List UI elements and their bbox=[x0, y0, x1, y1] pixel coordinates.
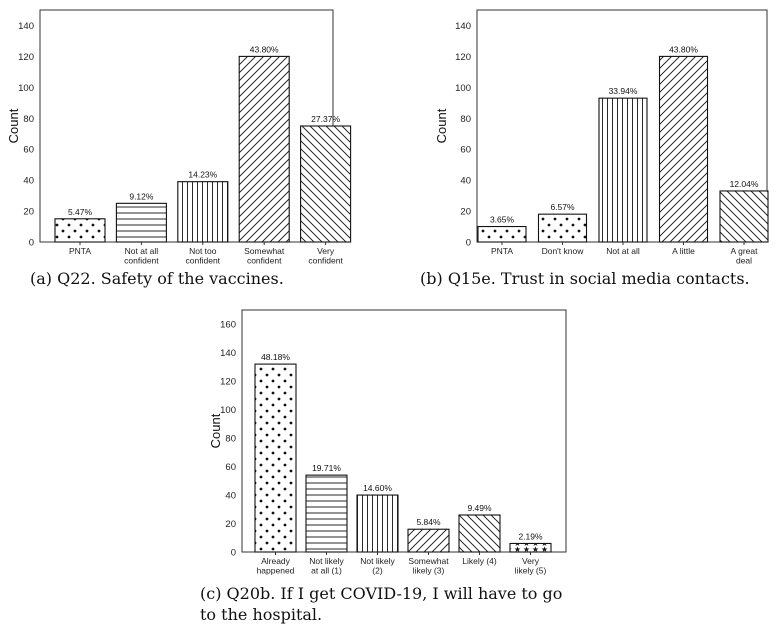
bar bbox=[115, 202, 167, 243]
y-tick-label: 100 bbox=[18, 83, 34, 94]
x-tick-label: confident bbox=[308, 256, 343, 266]
x-tick-label: Likely (4) bbox=[462, 556, 497, 566]
bar bbox=[458, 514, 501, 553]
bar-value-label: 9.49% bbox=[467, 503, 492, 513]
y-tick-label: 140 bbox=[18, 21, 34, 32]
x-tick-label: Very bbox=[317, 246, 335, 256]
x-tick-label: Somewhat bbox=[408, 556, 449, 566]
y-axis-label: Count bbox=[434, 108, 449, 143]
x-tick-label: Not likely bbox=[360, 556, 395, 566]
x-tick-label: Not likely bbox=[309, 556, 344, 566]
x-tick-label: Very bbox=[522, 556, 540, 566]
bar-value-label: 48.18% bbox=[261, 352, 290, 362]
x-tick-label: PNTA bbox=[69, 246, 91, 256]
x-tick-label: Not at all bbox=[606, 246, 640, 256]
x-tick-label: confident bbox=[124, 256, 159, 266]
chart-a: ★020406080100120140Count5.47%PNTA9.12%No… bbox=[6, 9, 352, 266]
bar-value-label: 5.84% bbox=[416, 517, 441, 527]
bar bbox=[537, 213, 588, 243]
x-tick-label: Somewhat bbox=[244, 246, 285, 256]
y-tick-label: 80 bbox=[460, 114, 471, 125]
y-tick-label: 140 bbox=[455, 21, 471, 32]
bar-value-label: 6.57% bbox=[550, 202, 575, 212]
bar-value-label: 19.71% bbox=[312, 463, 341, 473]
y-tick-label: 20 bbox=[23, 207, 34, 218]
y-tick-label: 60 bbox=[23, 145, 34, 156]
y-tick-label: 20 bbox=[460, 207, 471, 218]
bar-value-label: 27.37% bbox=[311, 114, 340, 124]
x-tick-label: Not at all bbox=[125, 246, 159, 256]
bar-value-label: 5.47% bbox=[68, 207, 93, 217]
x-tick-label: PNTA bbox=[491, 246, 513, 256]
bar bbox=[254, 363, 297, 553]
bar-value-label: 2.19% bbox=[518, 531, 543, 541]
y-axis-label: Count bbox=[208, 413, 223, 448]
y-tick-label: 40 bbox=[23, 176, 34, 187]
y-tick-label: 100 bbox=[455, 83, 471, 94]
y-tick-label: 100 bbox=[220, 405, 236, 416]
y-tick-label: 80 bbox=[225, 434, 236, 445]
bar bbox=[598, 97, 648, 243]
x-tick-label: A great bbox=[731, 246, 759, 256]
y-tick-label: 20 bbox=[225, 519, 236, 530]
bar-value-label: 43.80% bbox=[250, 44, 279, 54]
x-tick-label: Don't know bbox=[542, 246, 585, 256]
y-tick-label: 40 bbox=[460, 176, 471, 187]
y-tick-label: 80 bbox=[23, 114, 34, 125]
caption-b: (b) Q15e. Trust in social media contacts… bbox=[420, 269, 750, 288]
x-tick-label: confident bbox=[186, 256, 221, 266]
x-tick-label: happened bbox=[257, 566, 295, 576]
x-tick-label: Not too bbox=[189, 246, 217, 256]
chart-c: ★020406080100120140160Count48.18%Already… bbox=[208, 309, 567, 576]
y-tick-label: 120 bbox=[220, 377, 236, 388]
bar bbox=[305, 474, 348, 553]
y-tick-label: 120 bbox=[455, 52, 471, 63]
bar bbox=[407, 528, 450, 553]
bar-value-label: 33.94% bbox=[609, 86, 638, 96]
plot-frame bbox=[241, 309, 567, 553]
caption-c: (c) Q20b. If I get COVID-19, I will have… bbox=[200, 584, 563, 624]
chart-b: ★020406080100120140Count3.65%PNTA6.57%Do… bbox=[434, 9, 769, 266]
bar-value-label: 3.65% bbox=[490, 215, 515, 225]
x-tick-label: (2) bbox=[372, 566, 383, 576]
y-tick-label: 60 bbox=[460, 145, 471, 156]
bar-value-label: 14.60% bbox=[363, 483, 392, 493]
y-axis-label: Count bbox=[6, 108, 21, 143]
bar bbox=[719, 190, 769, 243]
x-tick-label: at all (1) bbox=[311, 566, 342, 576]
y-tick-label: 0 bbox=[29, 238, 34, 249]
x-tick-label: deal bbox=[736, 256, 752, 266]
x-tick-label: Already bbox=[261, 556, 291, 566]
caption-a: (a) Q22. Safety of the vaccines. bbox=[30, 269, 284, 288]
x-tick-label: confident bbox=[247, 256, 282, 266]
x-tick-label: likely (5) bbox=[515, 566, 547, 576]
bar bbox=[658, 55, 709, 243]
bar-value-label: 12.04% bbox=[730, 179, 759, 189]
y-tick-label: 160 bbox=[220, 320, 236, 331]
bar bbox=[177, 181, 229, 243]
y-tick-label: 0 bbox=[231, 548, 236, 559]
y-tick-label: 140 bbox=[220, 348, 236, 359]
bar-value-label: 43.80% bbox=[669, 44, 698, 54]
bar-value-label: 9.12% bbox=[129, 191, 154, 201]
bar bbox=[356, 494, 399, 553]
x-tick-label: likely (3) bbox=[413, 566, 445, 576]
bar bbox=[238, 55, 290, 243]
y-tick-label: 120 bbox=[18, 52, 34, 63]
x-tick-label: A little bbox=[672, 246, 695, 256]
bar-value-label: 14.23% bbox=[188, 170, 217, 180]
y-tick-label: 40 bbox=[225, 491, 236, 502]
bar bbox=[509, 542, 552, 553]
y-tick-label: 0 bbox=[466, 238, 471, 249]
y-tick-label: 60 bbox=[225, 462, 236, 473]
